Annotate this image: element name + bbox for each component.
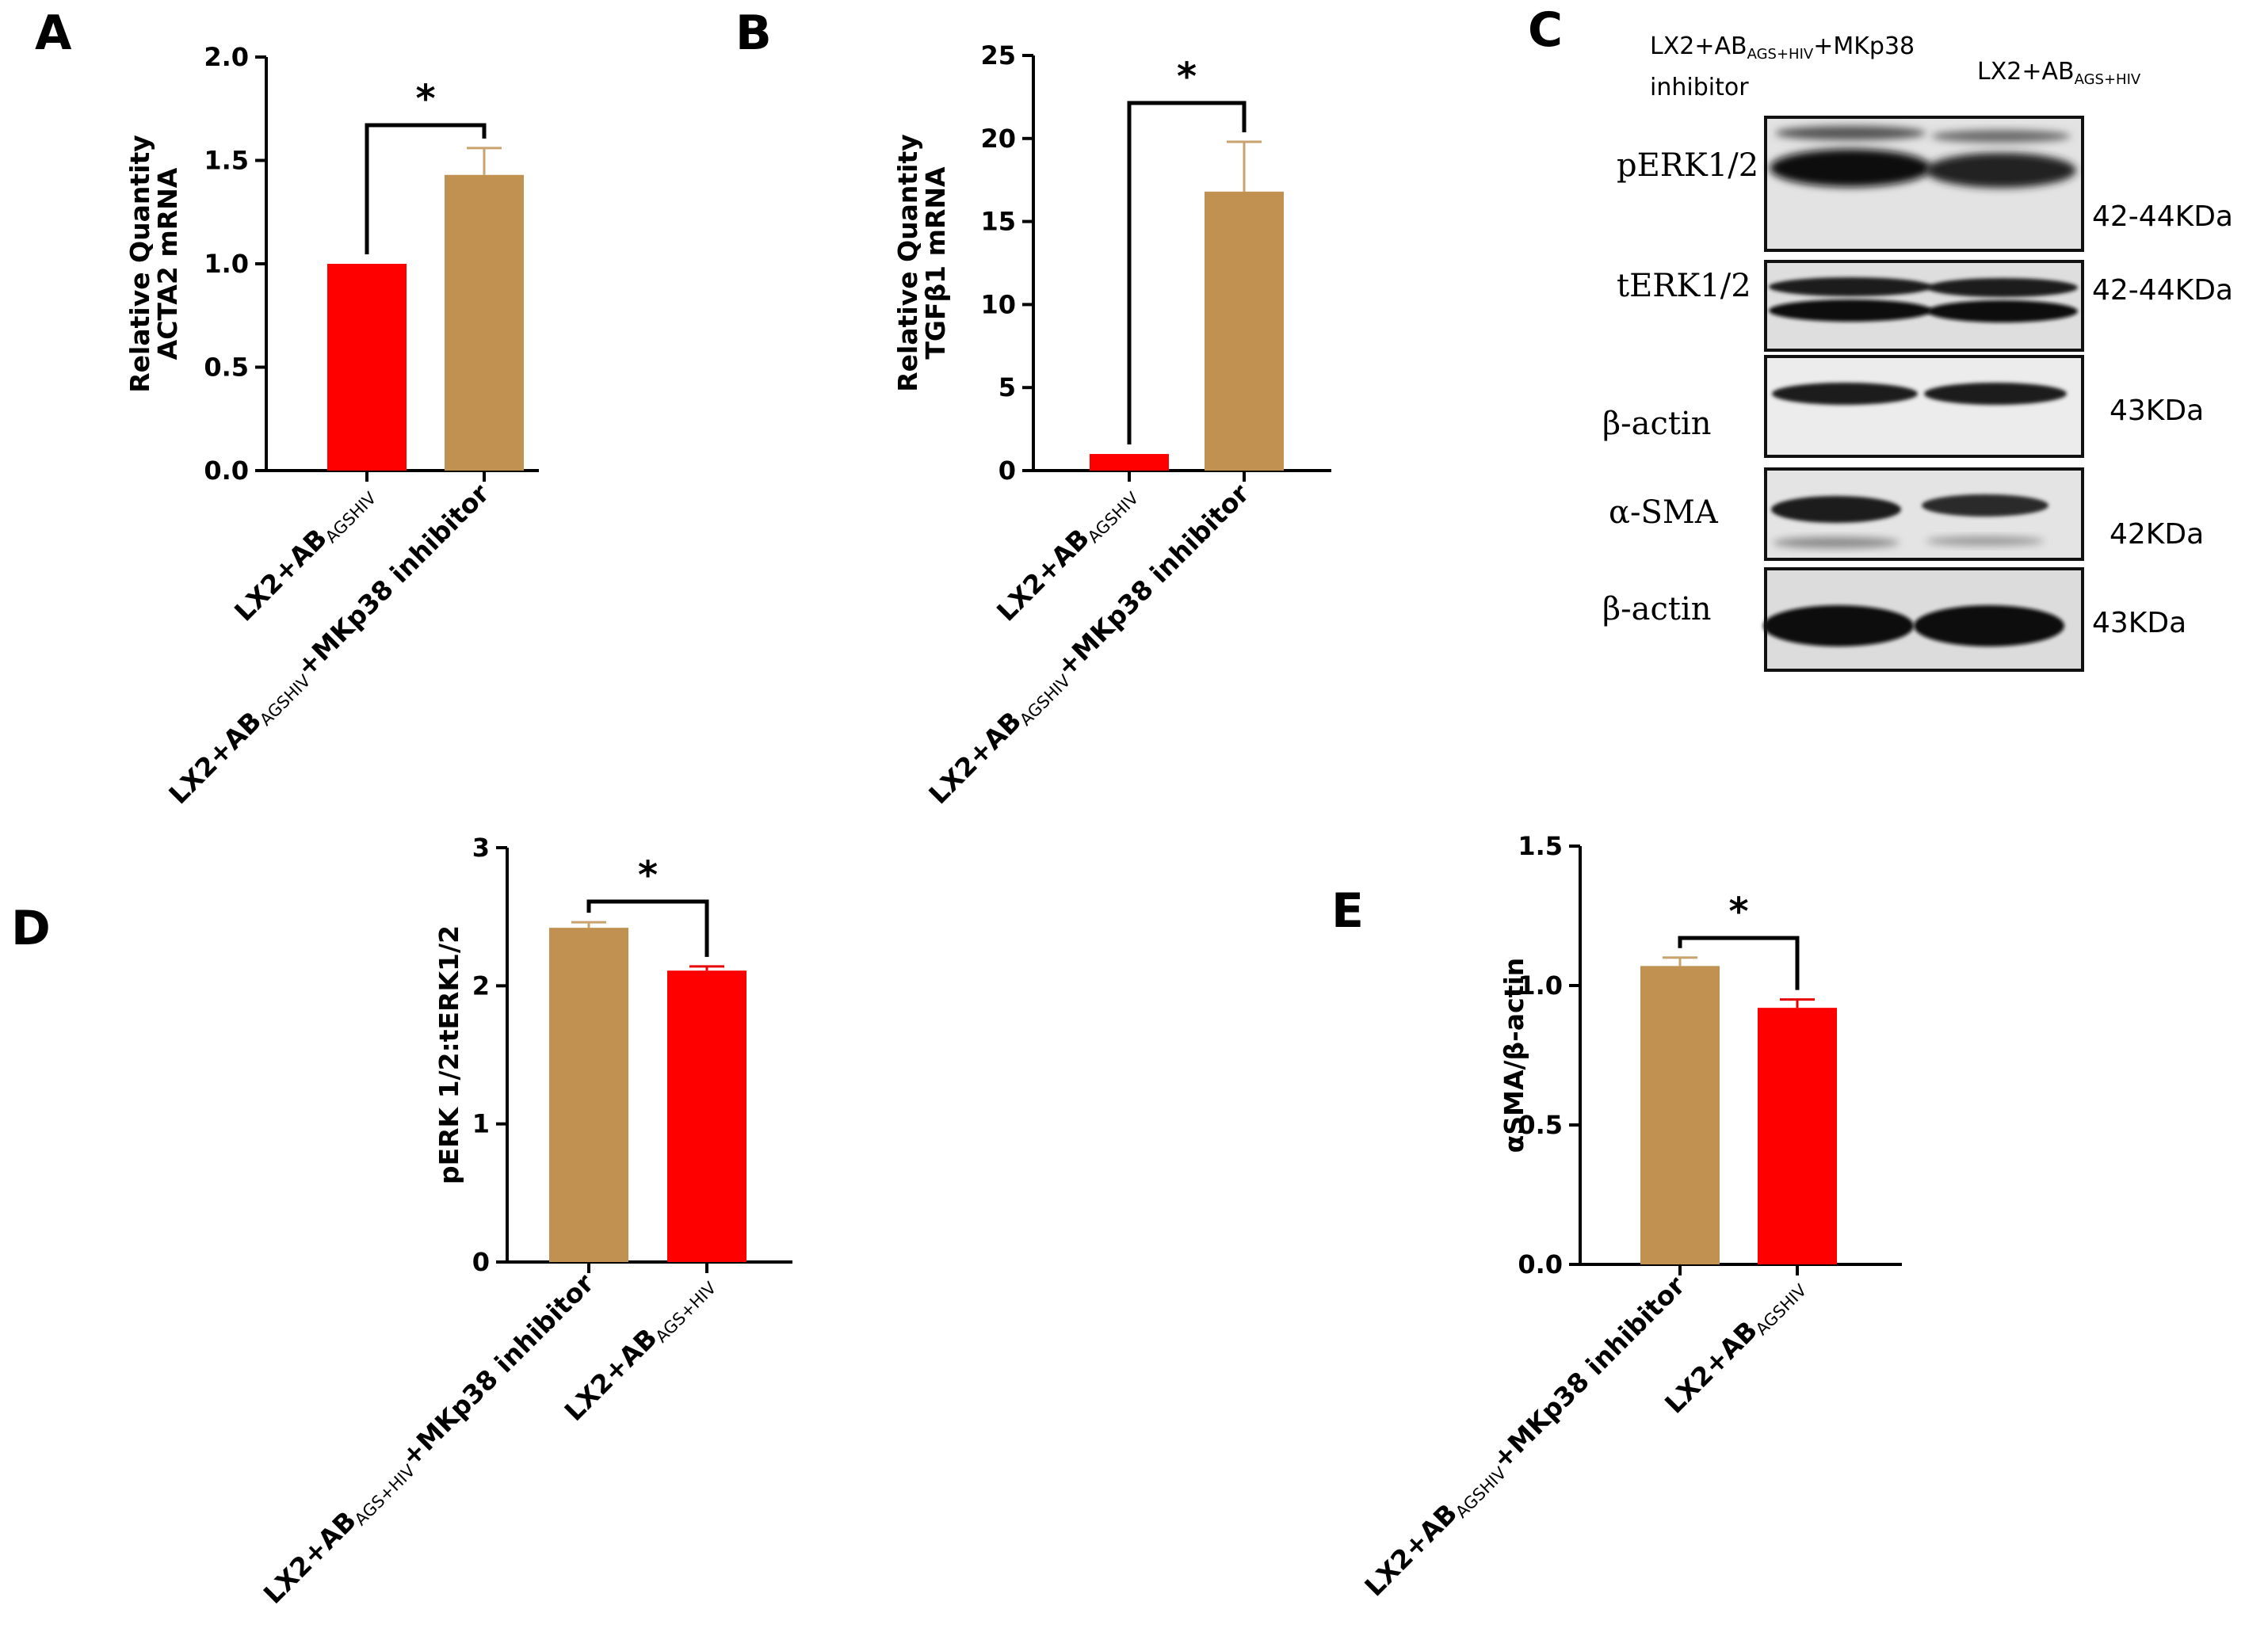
y-axis-label-b: TGFβ1 mRNA xyxy=(920,166,951,360)
band-bactin1-2 xyxy=(1924,383,2067,405)
band-asma-1 xyxy=(1771,496,1901,523)
band-asma-2-faint xyxy=(1926,536,2045,546)
blot-kda-bactin-1: 43KDa xyxy=(2110,395,2204,427)
panel-letter-d: D xyxy=(11,901,51,956)
significance-star-d: * xyxy=(638,853,658,898)
y-tick-label-a: 2.0 xyxy=(204,42,249,72)
bar-a-1 xyxy=(327,264,407,471)
blot-kda-bactin-2: 43KDa xyxy=(2092,607,2186,639)
band-perk-1a xyxy=(1770,149,1931,187)
y-tick-label-b: 15 xyxy=(980,207,1016,237)
y-tick-label-b: 25 xyxy=(980,40,1016,71)
x-category-label-d-1: LX2+ABAGS+HIV+MKp38 inhibitor xyxy=(258,1268,602,1612)
bar-d-2 xyxy=(667,970,746,1262)
y-tick-label-e: 0.5 xyxy=(1518,1110,1563,1140)
lane-header-control: LX2+ABAGS+HIV xyxy=(1977,58,2141,88)
y-tick-label-e: 0.0 xyxy=(1518,1249,1563,1279)
band-asma-2 xyxy=(1922,494,2048,517)
x-category-label-e-1: LX2+ABAGSHIV+MKp38 inhibitor xyxy=(1358,1270,1693,1605)
band-perk-2b xyxy=(1931,130,2071,143)
y-tick-label-b: 5 xyxy=(998,372,1016,402)
band-terk-1a xyxy=(1769,277,1932,296)
bar-a-2 xyxy=(445,174,524,471)
chart-d: 0 1 2 3 pERK 1/2:tERK1/2 * LX2+ABAGS+HIV+MKp38… xyxy=(258,833,792,1612)
significance-bracket-b xyxy=(1127,101,1247,445)
blot-kda-asma: 42KDa xyxy=(2110,518,2204,551)
band-terk-1b xyxy=(1769,299,1932,322)
y-tick-label-a: 1.0 xyxy=(204,249,249,279)
band-asma-1-faint xyxy=(1773,537,1900,548)
bar-e-1 xyxy=(1640,966,1720,1264)
lane-header-inhibitor: LX2+ABAGS+HIV+MKp38 xyxy=(1650,32,1915,63)
bar-d-1 xyxy=(549,928,628,1262)
band-terk-2a xyxy=(1927,278,2078,297)
y-tick-label-d: 1 xyxy=(472,1109,490,1139)
band-bactin2-2 xyxy=(1914,605,2064,646)
significance-bracket-e xyxy=(1678,936,1800,990)
y-tick-label-b: 0 xyxy=(998,456,1016,486)
bar-b-2 xyxy=(1205,191,1284,471)
y-tick-label-a: 0.0 xyxy=(204,456,249,486)
band-perk-1b xyxy=(1775,126,1926,140)
y-tick-label-d: 0 xyxy=(472,1247,490,1277)
blot-label-perk: pERK1/2 xyxy=(1617,147,1758,184)
blot-kda-terk: 42-44KDa xyxy=(2092,274,2233,307)
y-tick-label-a: 0.5 xyxy=(204,353,249,383)
significance-star-a: * xyxy=(415,77,435,121)
panel-letter-e: E xyxy=(1331,883,1364,939)
band-perk-2a xyxy=(1926,153,2076,188)
blot-label-bactin-2: β-actin xyxy=(1602,591,1712,627)
significance-star-e: * xyxy=(1728,890,1748,934)
y-tick-label-e: 1.5 xyxy=(1518,831,1563,861)
y-axis-label-e: αSMA/β-actin xyxy=(1499,958,1529,1153)
blot-label-terk: tERK1/2 xyxy=(1617,268,1751,304)
blot-box-bactin-1 xyxy=(1764,355,2084,458)
lane-header-inhibitor-line2: inhibitor xyxy=(1650,74,1749,101)
blot-label-bactin-1: β-actin xyxy=(1602,406,1712,442)
y-axis-label-a: Relative Quantity xyxy=(124,135,155,393)
panel-letter-a: A xyxy=(35,6,72,61)
y-tick-label-e: 1.0 xyxy=(1518,970,1563,1001)
band-bactin2-1 xyxy=(1763,605,1914,646)
bar-e-2 xyxy=(1758,1008,1837,1264)
western-blot: LX2+ABAGS+HIV+MKp38 inhibitor LX2+ABAGS+… xyxy=(1602,32,2233,672)
y-axis-label-b: Relative Quantity xyxy=(892,134,923,392)
y-axis-label-d: pERK 1/2:tERK1/2 xyxy=(433,925,464,1184)
panel-letter-b: B xyxy=(735,6,772,61)
panel-letter-c: C xyxy=(1528,2,1563,58)
y-tick-label-a: 1.5 xyxy=(204,146,249,176)
bar-b-1 xyxy=(1090,454,1169,471)
significance-bracket-a xyxy=(365,123,487,254)
y-tick-label-d: 3 xyxy=(472,833,490,863)
significance-bracket-d xyxy=(586,899,709,957)
y-axis-label-a: ACTA2 mRNA xyxy=(152,167,183,360)
band-bactin1-1 xyxy=(1772,383,1918,405)
y-tick-label-d: 2 xyxy=(472,970,490,1001)
y-tick-label-b: 10 xyxy=(980,289,1016,319)
band-terk-2b xyxy=(1927,300,2078,322)
blot-kda-perk: 42-44KDa xyxy=(2092,200,2233,233)
chart-e: 0.0 0.5 1.0 1.5 αSMA/β-actin * LX2+ABAGSHIV+MK… xyxy=(1358,831,1902,1605)
y-tick-label-b: 20 xyxy=(980,124,1016,154)
significance-star-b: * xyxy=(1177,55,1197,99)
blot-label-asma: α-SMA xyxy=(1609,494,1719,531)
